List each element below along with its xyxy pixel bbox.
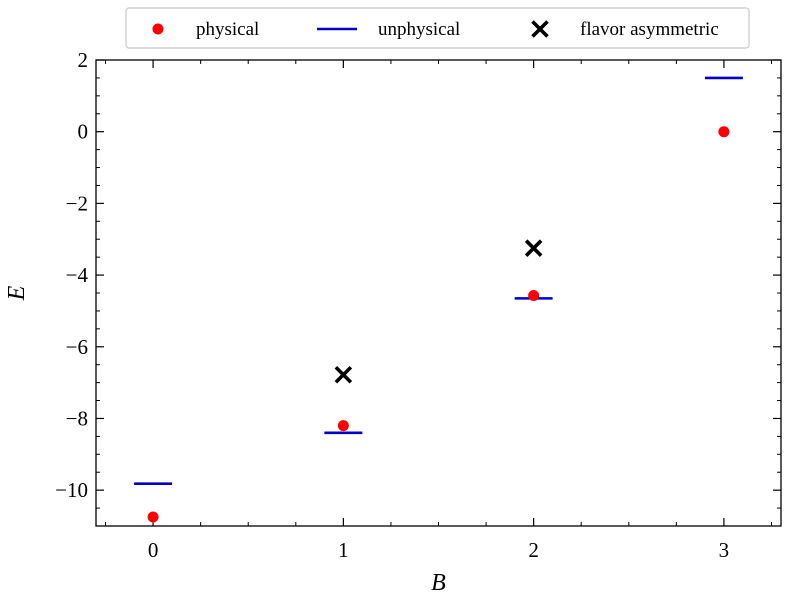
y-tick-label: 2 [78, 48, 89, 72]
y-axis-label: E [4, 285, 30, 301]
data-marks [134, 76, 743, 523]
y-tick-label: −4 [66, 263, 89, 287]
legend-label-flavor-asymmetric: flavor asymmetric [580, 19, 719, 40]
tick-labels: 2 0 −2 −4 −6 −8 −10 0 1 2 3 [55, 48, 729, 562]
y-tick-label: −8 [66, 406, 88, 430]
major-ticks [96, 59, 781, 526]
y-tick-label: 0 [78, 120, 89, 144]
x-tick-label: 1 [338, 538, 349, 562]
x-tick-label: 0 [148, 538, 159, 562]
y-tick-label: −2 [66, 191, 88, 215]
legend: physical unphysical flavor asymmetric [125, 7, 750, 49]
legend-swatch-flavor-asymmetric [531, 20, 549, 38]
x-tick-label: 2 [528, 538, 539, 562]
x-axis-label: B [431, 570, 446, 596]
legend-label-unphysical: unphysical [378, 19, 460, 40]
legend-box [125, 7, 750, 49]
y-tick-label: −10 [55, 478, 88, 502]
flavor-asymmetric-point [524, 239, 543, 257]
plot-frame [95, 59, 782, 527]
y-tick-label: −6 [66, 335, 88, 359]
legend-label-physical: physical [196, 19, 259, 40]
physical-point [718, 126, 730, 138]
physical-point [147, 511, 159, 523]
flavor-asymmetric-point [334, 365, 353, 384]
legend-swatch-physical [152, 23, 164, 35]
physical-point [528, 290, 540, 302]
physical-point [337, 420, 349, 432]
x-tick-label: 3 [719, 538, 730, 562]
minor-ticks [96, 60, 781, 527]
